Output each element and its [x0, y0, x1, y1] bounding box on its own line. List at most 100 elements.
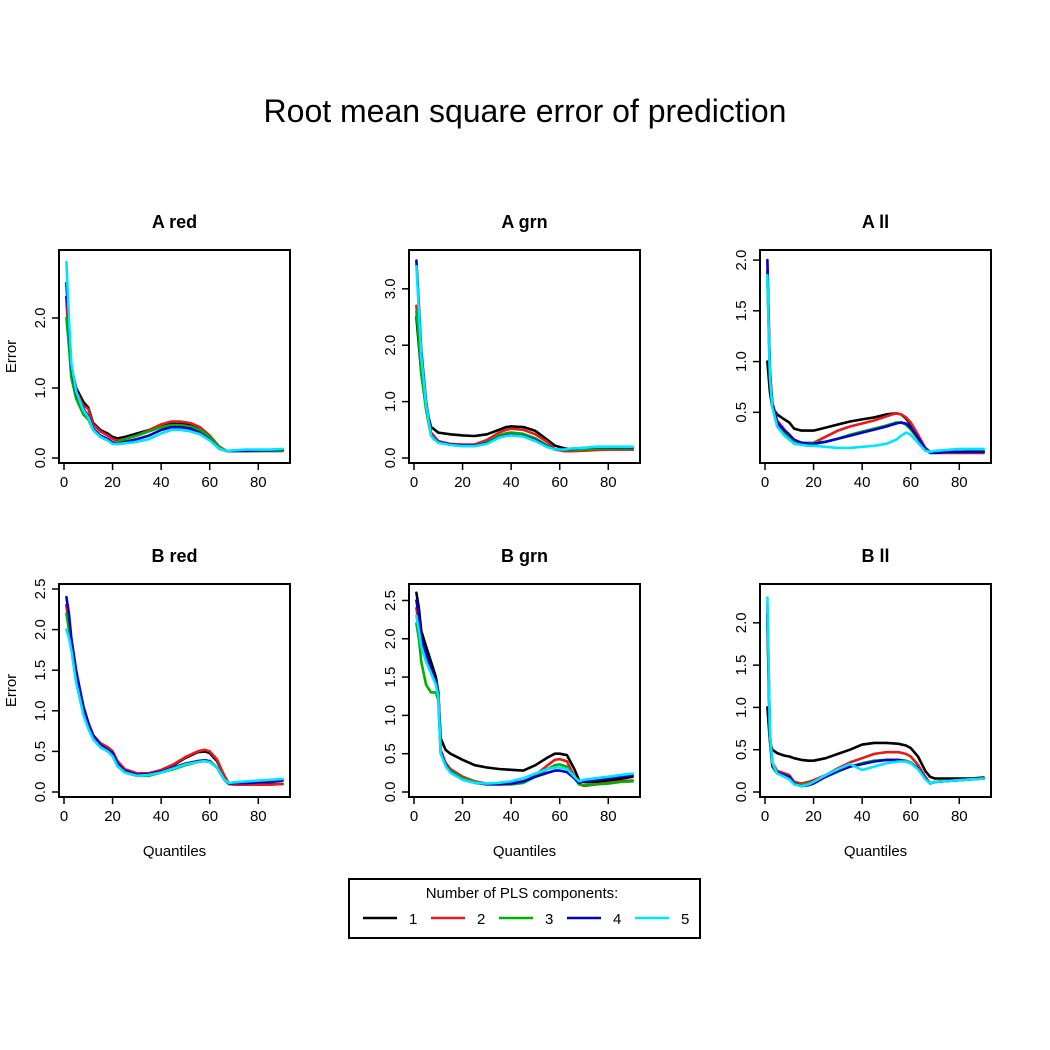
x-tick-label: 60: [201, 474, 218, 491]
series-line-5: [415, 265, 634, 451]
y-tick-label: 1.5: [382, 667, 399, 688]
x-tick-label: 60: [902, 474, 919, 491]
x-tick-label: 60: [201, 808, 218, 825]
series-line-2: [65, 603, 284, 786]
series-line-2: [766, 268, 985, 455]
y-tick-label: 2.5: [32, 579, 49, 600]
y-tick-label: 2.0: [733, 250, 750, 271]
series-line-4: [415, 599, 634, 786]
panel-title: B red: [151, 546, 197, 566]
series-line-5: [65, 260, 284, 453]
x-tick-label: 0: [60, 474, 68, 491]
x-tick-label: 20: [454, 474, 471, 491]
panels-group: A red 0 20 40 60 80 0.0 1.0 2.0 Error A grn 0 20 40 60…: [3, 212, 992, 860]
legend-label-2: 2: [477, 911, 485, 928]
series-line-4: [415, 259, 634, 451]
y-tick-label: 1.0: [382, 705, 399, 726]
plot-frame: [759, 249, 992, 464]
x-tick-label: 60: [902, 808, 919, 825]
series-line-3: [766, 279, 985, 454]
legend-label-1: 1: [409, 911, 417, 928]
y-tick-label: 2.0: [382, 335, 399, 356]
y-tick-label: 0.5: [733, 739, 750, 760]
series-line-3: [415, 622, 634, 787]
y-tick-label: 1.0: [733, 697, 750, 718]
x-tick-label: 20: [104, 474, 121, 491]
x-tick-label: 20: [454, 808, 471, 825]
x-tick-label: 0: [410, 474, 418, 491]
legend-entries: 1 2 3 4 5: [363, 911, 689, 928]
legend-label-5: 5: [681, 911, 689, 928]
y-axis-label: Error: [3, 340, 20, 373]
x-tick-label: 40: [854, 474, 871, 491]
y-tick-label: 1.5: [733, 655, 750, 676]
x-tick-label: 40: [854, 808, 871, 825]
legend-label-4: 4: [613, 911, 621, 928]
panel-title: A red: [152, 212, 197, 232]
y-tick-label: 2.0: [382, 628, 399, 649]
y-tick-label: 1.0: [382, 391, 399, 412]
y-tick-label: 2.0: [733, 612, 750, 633]
y-tick-label: 1.0: [733, 351, 750, 372]
series-line-1: [766, 360, 985, 454]
x-tick-label: 80: [600, 808, 617, 825]
series-line-5: [415, 614, 634, 785]
x-tick-label: 60: [551, 474, 568, 491]
x-tick-label: 80: [250, 474, 267, 491]
legend-label-3: 3: [545, 911, 553, 928]
panel-5: B grn 0 20 40 60 80 0.0 0.5 1.0 1.5 2.0 2.5 Quantile…: [382, 546, 641, 860]
y-tick-label: 0.5: [733, 402, 750, 423]
y-tick-label: 1.0: [32, 700, 49, 721]
panel-title: B ll: [861, 546, 889, 566]
x-tick-label: 0: [60, 808, 68, 825]
series-line-1: [65, 603, 284, 786]
legend: Number of PLS components: 1 2 3 4 5: [348, 878, 701, 939]
y-tick-label: 0.0: [32, 448, 49, 469]
series-line-2: [415, 606, 634, 788]
x-tick-label: 40: [503, 474, 520, 491]
x-tick-label: 40: [153, 474, 170, 491]
panel-1: A red 0 20 40 60 80 0.0 1.0 2.0 Error: [3, 212, 291, 491]
panel-3: A ll 0 20 40 60 80 0.5 1.0 1.5 2.0: [733, 212, 992, 491]
panel-title: B grn: [501, 546, 548, 566]
x-tick-label: 20: [805, 808, 822, 825]
x-tick-label: 40: [503, 808, 520, 825]
panel-6: B ll 0 20 40 60 80 0.0 0.5 1.0 1.5 2.0 Quantiles: [733, 546, 992, 860]
series-line-2: [766, 604, 985, 785]
series-line-4: [766, 258, 985, 455]
panel-2: A grn 0 20 40 60 80 0.0 1.0 2.0 3.0: [382, 212, 641, 491]
y-tick-label: 1.5: [32, 660, 49, 681]
x-tick-label: 0: [761, 474, 769, 491]
y-tick-label: 0.0: [32, 782, 49, 803]
y-tick-label: 0.0: [382, 448, 399, 469]
x-tick-label: 40: [153, 808, 170, 825]
x-tick-label: 80: [951, 474, 968, 491]
y-axis-label: Error: [3, 674, 20, 707]
y-tick-label: 0.0: [733, 782, 750, 803]
main-title: Root mean square error of prediction: [264, 93, 787, 129]
panel-title: A grn: [501, 212, 547, 232]
x-tick-label: 80: [250, 808, 267, 825]
x-tick-label: 60: [551, 808, 568, 825]
series-line-2: [415, 304, 634, 453]
x-tick-label: 80: [951, 808, 968, 825]
series-line-5: [766, 596, 985, 788]
series-line-5: [766, 274, 985, 454]
y-tick-label: 2.0: [32, 308, 49, 329]
series-line-5: [65, 628, 284, 785]
y-tick-label: 3.0: [382, 278, 399, 299]
legend-box: [348, 878, 701, 939]
y-tick-label: 0.0: [382, 782, 399, 803]
y-tick-label: 2.5: [382, 590, 399, 611]
x-tick-label: 20: [805, 474, 822, 491]
series-line-1: [766, 706, 985, 780]
x-tick-label: 20: [104, 808, 121, 825]
y-tick-label: 1.0: [32, 378, 49, 399]
series-line-3: [65, 612, 284, 786]
series-line-1: [415, 591, 634, 784]
x-tick-label: 80: [600, 474, 617, 491]
panel-4: B red 0 20 40 60 80 0.0 0.5 1.0 1.5 2.0 2.5 Error Qua…: [3, 546, 291, 860]
y-tick-label: 2.0: [32, 619, 49, 640]
y-tick-label: 0.5: [32, 741, 49, 762]
